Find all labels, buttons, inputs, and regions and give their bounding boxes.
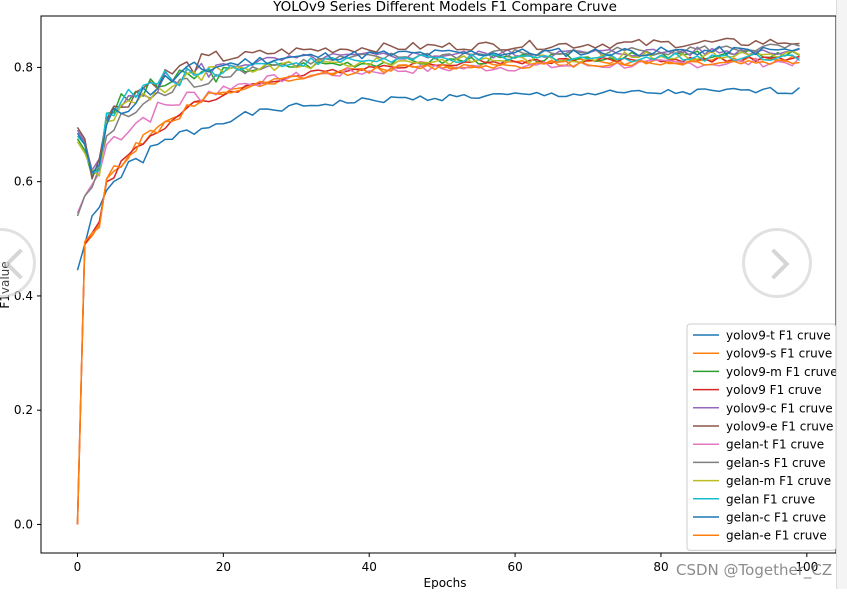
y-tick-label: 0.2 (14, 403, 33, 417)
scrollbar-track[interactable] (836, 0, 847, 589)
legend: yolov9-t F1 cruve yolov9-s F1 cruve yolov9… (686, 323, 838, 551)
x-tick-label: 80 (653, 560, 668, 574)
series-line (76, 59, 800, 525)
legend-entry: gelan-c F1 cruve (726, 511, 826, 525)
x-axis-ticks: 0 20 40 60 80 100 (74, 553, 818, 574)
legend-entry: gelan F1 cruve (726, 492, 815, 506)
next-image-button[interactable] (742, 228, 812, 298)
y-tick-label: 0.0 (14, 517, 33, 531)
series-lines (76, 37, 801, 525)
x-tick-label: 0 (74, 560, 82, 574)
series-line (76, 37, 800, 180)
x-tick-label: 20 (216, 560, 231, 574)
series-line (76, 45, 800, 174)
x-axis-label: Epochs (424, 576, 467, 589)
legend-entry: gelan-m F1 cruve (726, 474, 831, 488)
legend-entry: gelan-e F1 cruve (726, 529, 827, 543)
x-tick-label: 60 (507, 560, 522, 574)
legend-entry: yolov9-s F1 cruve (726, 347, 832, 361)
chevron-left-icon (4, 248, 36, 280)
legend-entry: gelan-t F1 cruve (726, 438, 824, 452)
chart-title: YOLOv9 Series Different Models F1 Compar… (272, 0, 617, 15)
series-line (76, 56, 801, 214)
series-line (76, 86, 801, 271)
legend-entry: yolov9-m F1 cruve (726, 365, 838, 379)
series-line (76, 52, 800, 174)
legend-entry: yolov9-e F1 cruve (726, 420, 833, 434)
y-tick-label: 0.6 (14, 175, 33, 189)
legend-entry: gelan-s F1 cruve (726, 456, 826, 470)
legend-entry: yolov9-c F1 cruve (726, 401, 833, 415)
legend-entry: yolov9-t F1 cruve (726, 329, 831, 343)
y-axis-ticks: 0.00.20.40.60.8 (14, 60, 41, 531)
watermark-text: CSDN @Together_CZ (676, 561, 833, 579)
x-tick-label: 40 (362, 560, 377, 574)
series-line (76, 55, 800, 525)
chevron-right-icon (758, 248, 790, 280)
x-tick-label: 100 (795, 560, 818, 574)
y-tick-label: 0.8 (14, 60, 33, 74)
legend-entry: yolov9 F1 cruve (726, 383, 822, 397)
